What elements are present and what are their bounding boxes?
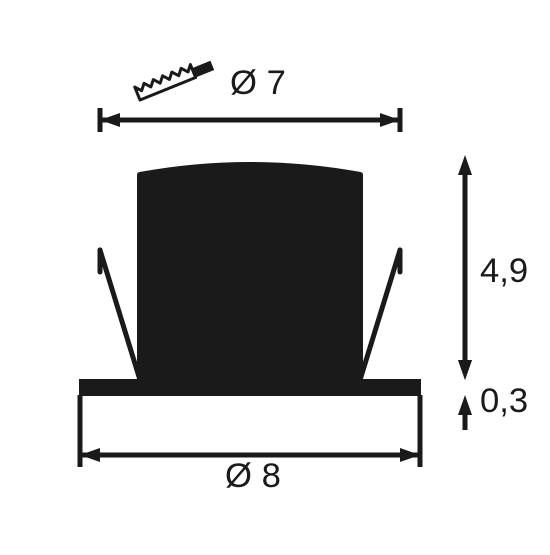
arrowhead bbox=[100, 113, 120, 127]
technical-drawing: { "canvas": { "width": 550, "height": 55… bbox=[0, 0, 550, 550]
label-overall: Ø 8 bbox=[225, 457, 281, 496]
flange-plate bbox=[80, 380, 420, 395]
fixture-body bbox=[140, 165, 360, 380]
saw-icon bbox=[135, 57, 214, 100]
arrowhead bbox=[458, 155, 472, 175]
arrowhead bbox=[458, 360, 472, 380]
label-flange: 0,3 bbox=[480, 382, 528, 421]
arrowhead bbox=[80, 448, 100, 462]
arrowhead bbox=[458, 395, 472, 415]
arrowhead bbox=[380, 113, 400, 127]
spring-left bbox=[100, 250, 140, 380]
spring-right bbox=[360, 250, 400, 380]
arrowhead bbox=[400, 448, 420, 462]
label-cutout: Ø 7 bbox=[230, 64, 286, 103]
label-height: 4,9 bbox=[480, 252, 528, 291]
